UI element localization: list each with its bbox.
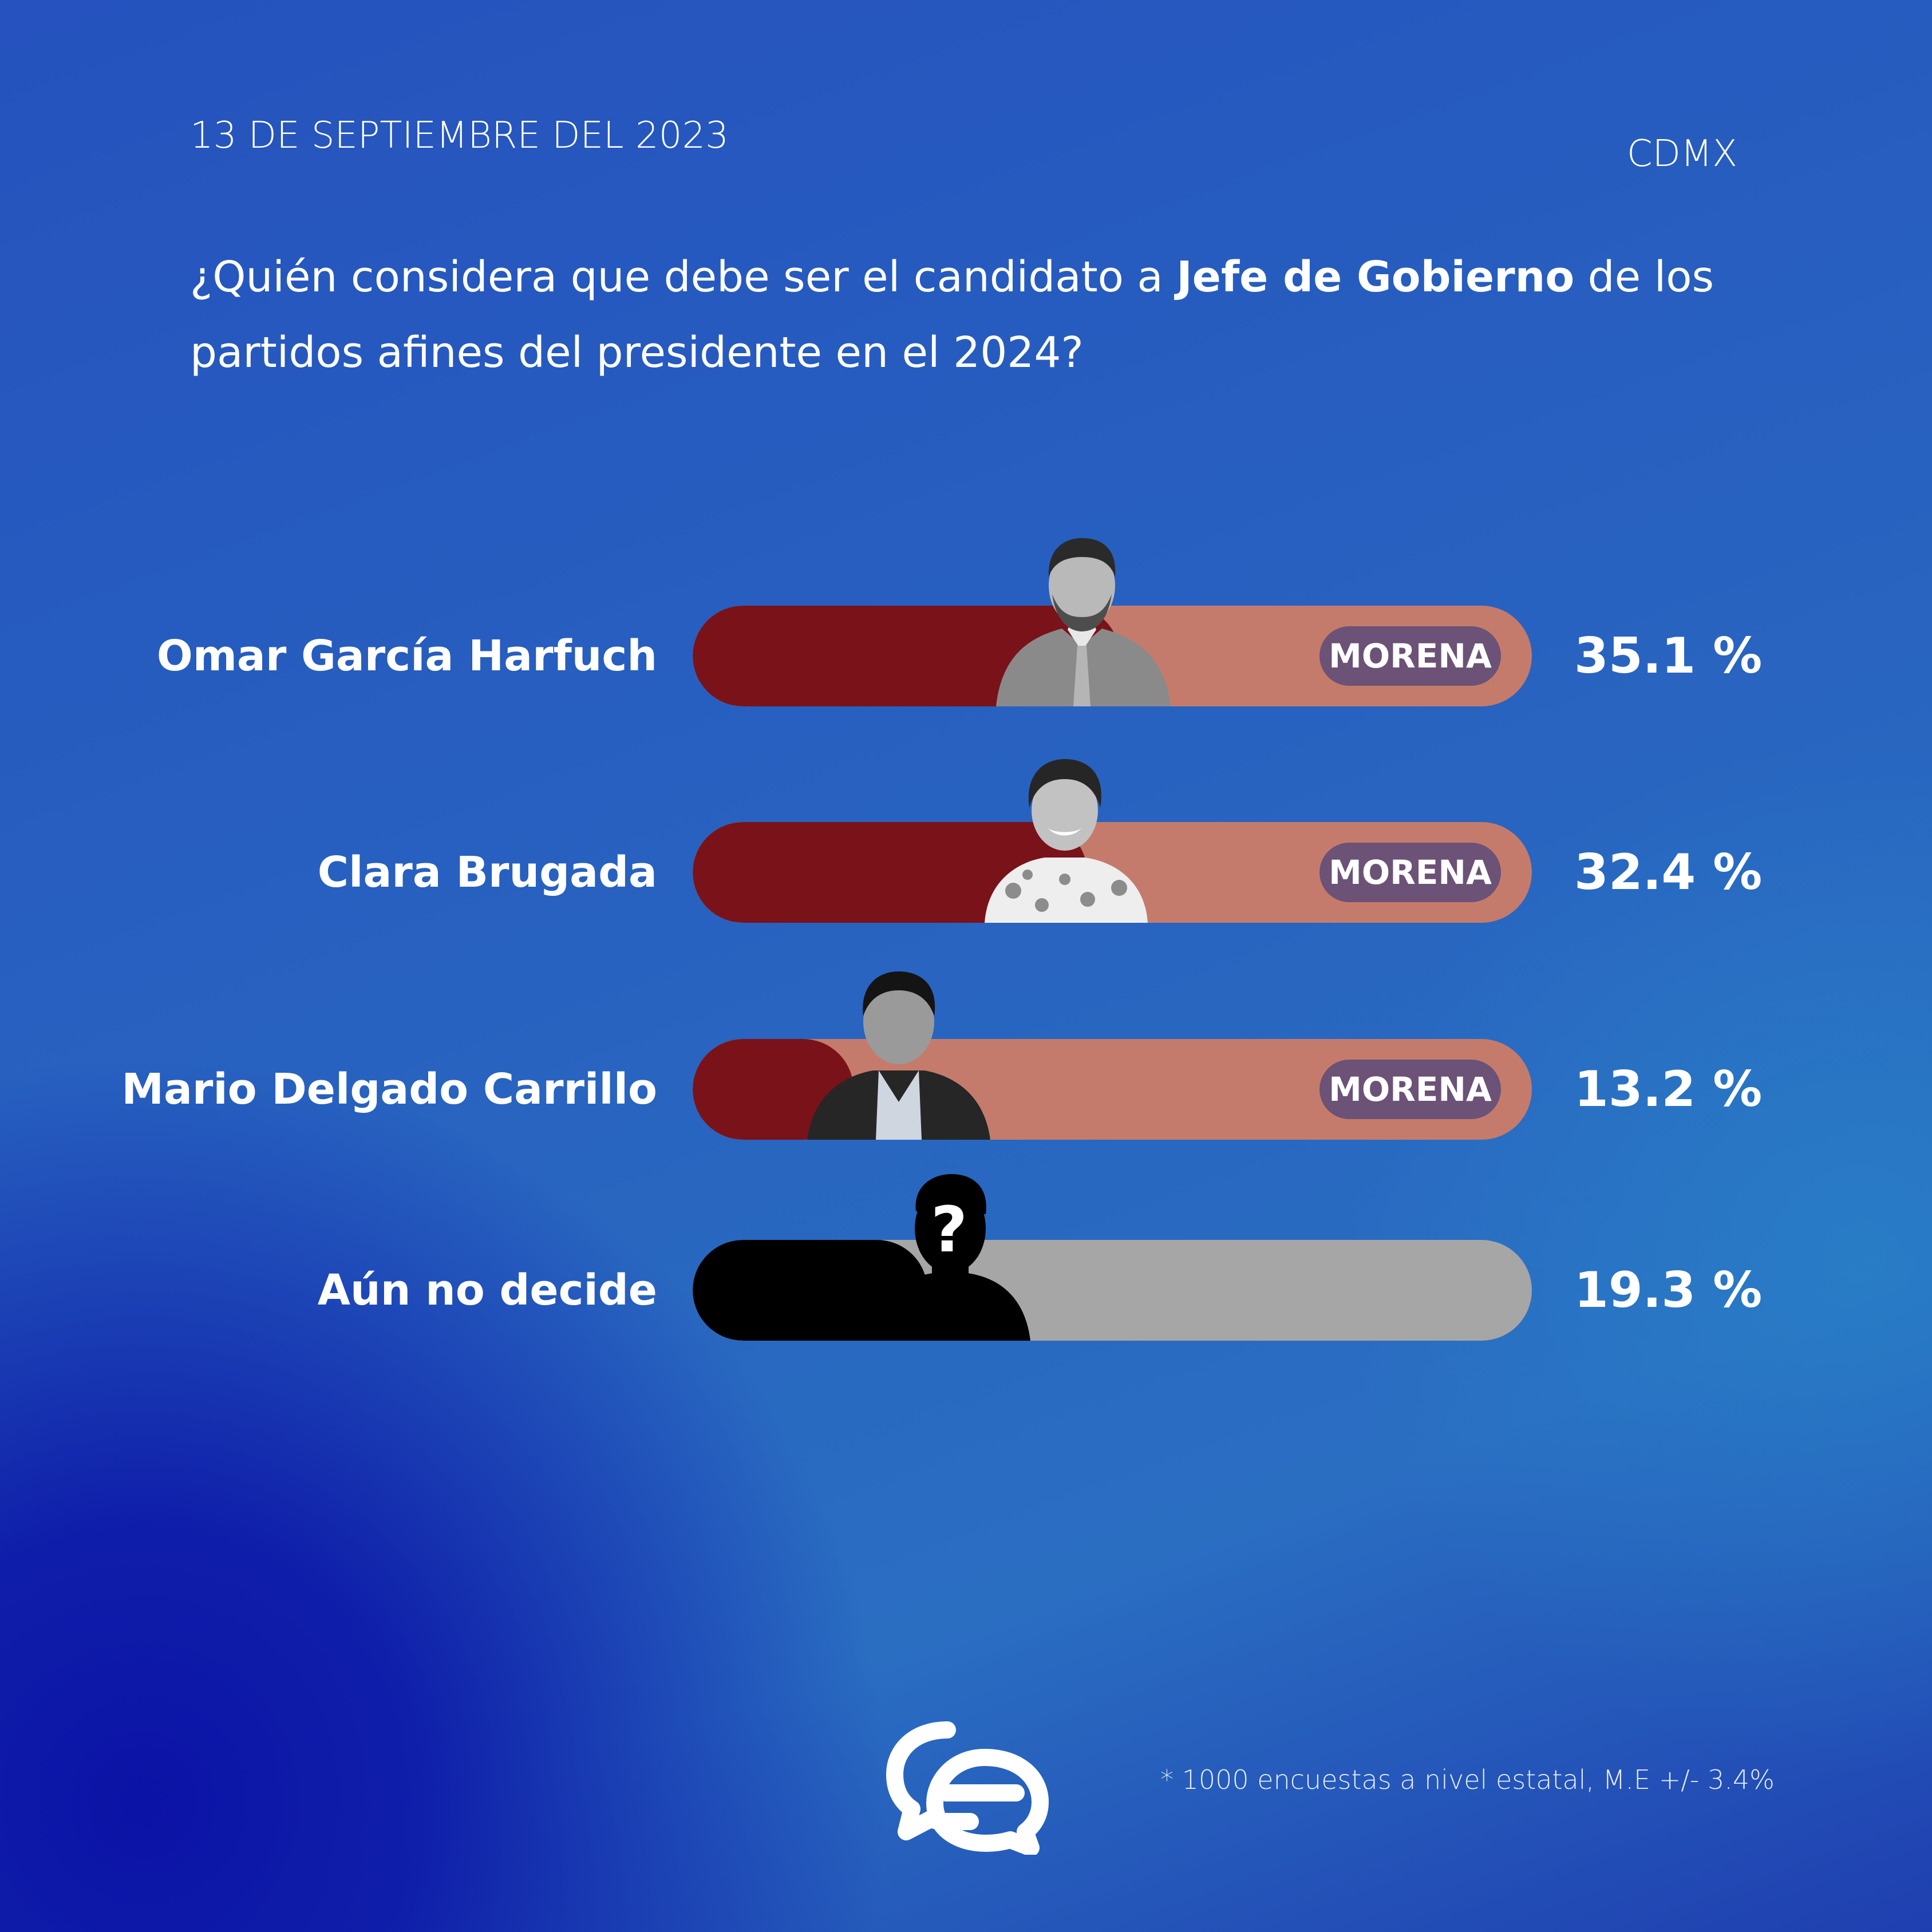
candidate-row: Aún no decide ? 19.3 %	[0, 1174, 1932, 1341]
percentage-label: 19.3 %	[1574, 1262, 1763, 1319]
question-text-end: de los partidos afines del presidente en…	[190, 252, 1714, 377]
survey-question: ¿Quién considera que debe ser el candida…	[190, 239, 1747, 390]
candidate-name: Omar García Harfuch	[156, 631, 657, 681]
candidate-row: Omar García Harfuch MORENA 35.1 %	[0, 538, 1932, 706]
candidate-name: Aún no decide	[317, 1266, 657, 1315]
candidate-photo-delgado	[807, 971, 990, 1140]
chat-bubbles-logo-icon	[886, 1721, 1049, 1855]
candidate-photo-brugada	[985, 759, 1148, 923]
party-badge: MORENA	[1319, 1060, 1501, 1119]
unknown-person-silhouette-icon: ?	[873, 1174, 1030, 1341]
question-text-start: ¿Quién considera que debe ser el candida…	[190, 252, 1177, 302]
candidate-name: Mario Delgado Carrillo	[121, 1065, 657, 1114]
candidate-photo-harfuch	[996, 538, 1171, 706]
candidate-name: Clara Brugada	[317, 848, 657, 897]
candidate-row: Mario Delgado Carrillo MORENA 13.2 %	[0, 971, 1932, 1140]
party-badge: MORENA	[1319, 843, 1501, 902]
region-label: CDMX	[1626, 133, 1737, 175]
percentage-label: 35.1 %	[1574, 627, 1763, 685]
party-badge: MORENA	[1319, 626, 1501, 686]
question-text-bold: Jefe de Gobierno	[1176, 252, 1575, 302]
percentage-label: 13.2 %	[1574, 1061, 1763, 1118]
survey-date: 13 DE SEPTIEMBRE DEL 2023	[190, 114, 729, 157]
candidate-row: Clara Brugada MORENA 32.4 %	[0, 759, 1932, 923]
bar-track	[693, 1240, 1532, 1341]
percentage-label: 32.4 %	[1574, 844, 1763, 901]
survey-footnote: * 1000 encuestas a nivel estatal, M.E +/…	[1160, 1764, 1775, 1795]
svg-text:?: ?	[931, 1193, 967, 1266]
